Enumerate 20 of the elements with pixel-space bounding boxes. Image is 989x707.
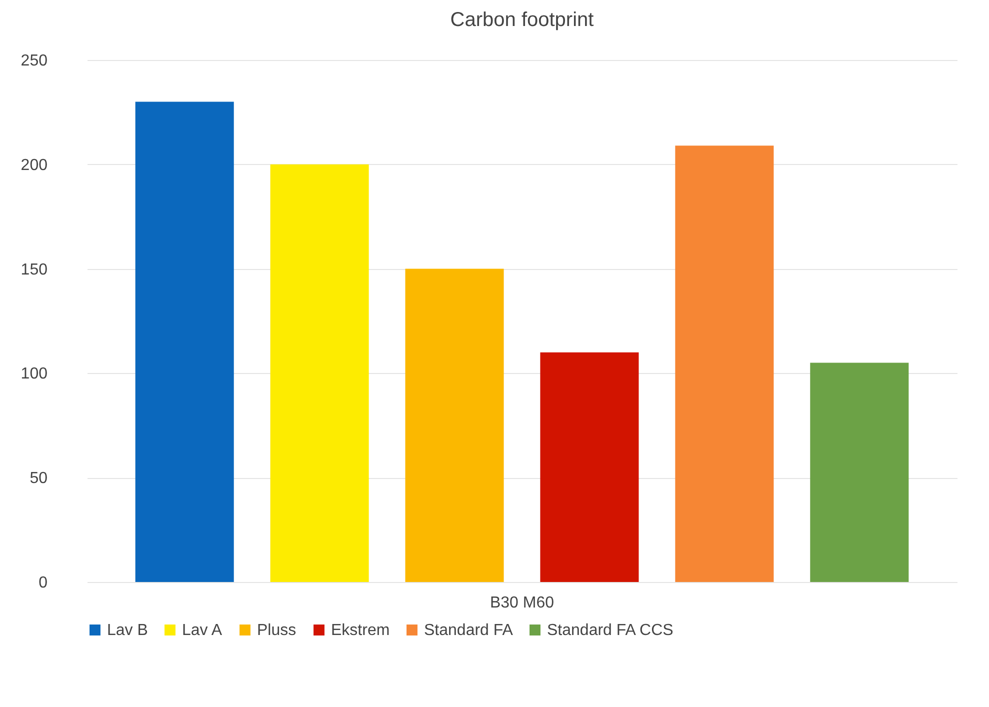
- bar: [810, 362, 909, 582]
- legend-label: Lav A: [182, 622, 222, 639]
- legend-label: Standard FA: [424, 622, 514, 639]
- bar: [405, 268, 504, 582]
- legend-label: Pluss: [257, 622, 296, 639]
- y-tick-label: 250: [20, 52, 48, 70]
- legend-label: Standard FA CCS: [547, 622, 674, 639]
- y-tick-label: 50: [30, 470, 48, 488]
- bar: [675, 146, 774, 582]
- y-tick-label: 0: [38, 574, 48, 592]
- bar: [270, 164, 369, 582]
- legend-label: Ekstrem: [331, 622, 390, 639]
- x-tick-label: B30 M60: [490, 594, 554, 612]
- chart-title: Carbon footprint: [450, 9, 594, 31]
- y-tick-label: 200: [20, 156, 48, 174]
- legend-label: Lav B: [107, 622, 148, 639]
- bar: [540, 352, 639, 582]
- bar: [135, 102, 234, 582]
- y-tick-label: 150: [20, 261, 48, 278]
- y-tick-label: 100: [20, 366, 48, 383]
